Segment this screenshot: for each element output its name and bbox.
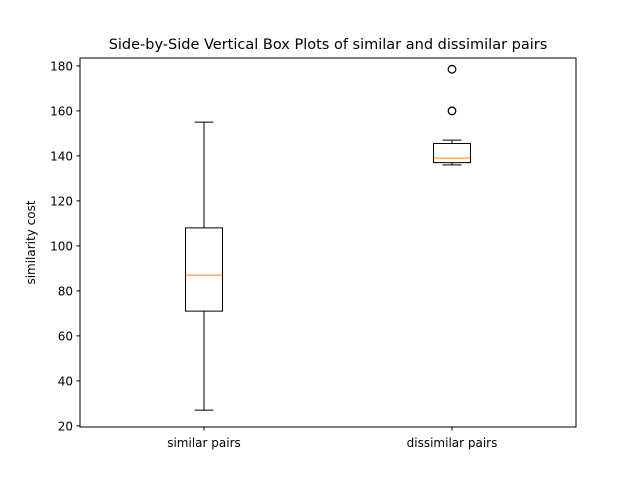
iqr-box — [433, 143, 471, 164]
y-tick-label: 140 — [50, 149, 73, 163]
y-tick-label: 100 — [50, 239, 73, 253]
y-tick-label: 160 — [50, 104, 73, 118]
x-tick-label: dissimilar pairs — [407, 436, 498, 450]
iqr-box — [185, 227, 223, 312]
y-tick-label: 20 — [58, 419, 73, 433]
y-tick-label: 180 — [50, 59, 73, 73]
box-series — [185, 64, 471, 411]
y-tick-label: 120 — [50, 194, 73, 208]
y-tick-label: 40 — [58, 374, 73, 388]
chart-title: Side-by-Side Vertical Box Plots of simil… — [109, 37, 548, 53]
y-axis-label: similarity cost — [24, 200, 38, 284]
x-axis: similar pairs dissimilar pairs — [167, 427, 497, 450]
outlier-point — [447, 106, 457, 116]
plot-area-frame — [79, 57, 577, 428]
y-tick-label: 80 — [58, 284, 73, 298]
y-axis: 20 40 60 80 100 120 140 160 180 — [50, 59, 80, 433]
x-tick-label: similar pairs — [167, 436, 241, 450]
y-tick-label: 60 — [58, 329, 73, 343]
outlier-point — [447, 64, 457, 74]
